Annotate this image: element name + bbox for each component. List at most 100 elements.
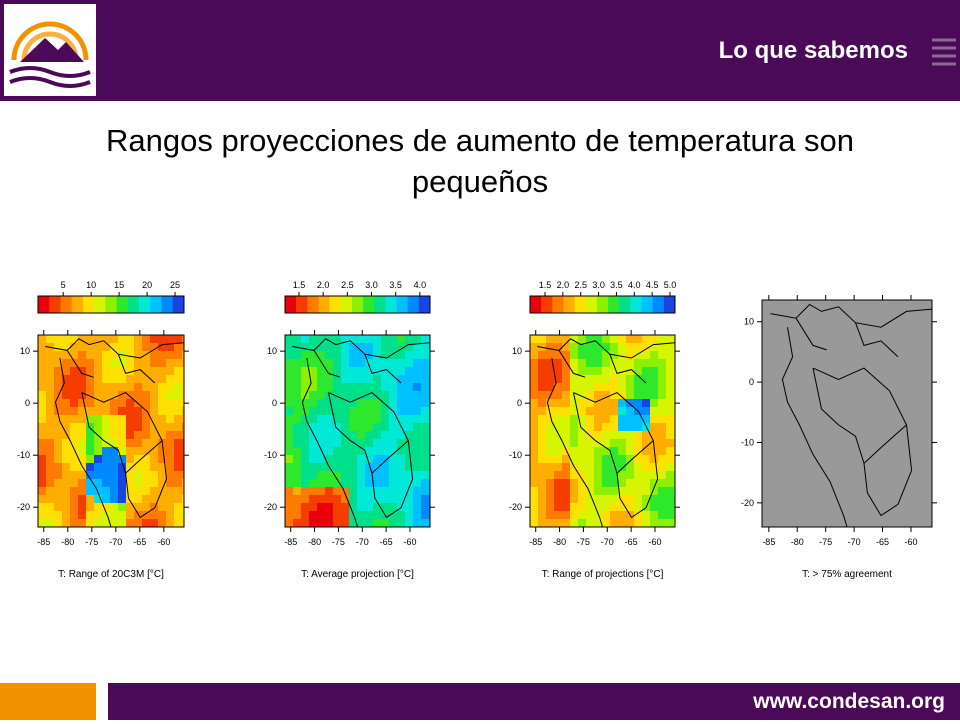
map-cell (594, 383, 602, 391)
map-cell (317, 335, 325, 343)
map-cell (538, 391, 546, 399)
map-cell (389, 351, 397, 359)
map-cell (554, 343, 562, 351)
map-cell (110, 479, 118, 487)
map-cell (626, 367, 634, 375)
map-cell (397, 439, 405, 447)
map-cell (397, 351, 405, 359)
map-cell (38, 423, 46, 431)
map-cell (554, 487, 562, 495)
map-cell (78, 399, 86, 407)
map-cell (54, 367, 62, 375)
map-cell (54, 343, 62, 351)
map-cell (110, 407, 118, 415)
map-cell (634, 519, 642, 527)
map-cell (562, 399, 570, 407)
map-cell (70, 359, 78, 367)
map-cell (634, 463, 642, 471)
map-cell (373, 423, 381, 431)
map-cell (333, 439, 341, 447)
map-cell (102, 367, 110, 375)
map-cell (78, 487, 86, 495)
colorbar-swatch (574, 296, 587, 313)
colorbar-tick-label: 2.0 (557, 280, 570, 290)
map-cell (301, 415, 309, 423)
map-cell (78, 351, 86, 359)
map-cell (618, 367, 626, 375)
map-cell (62, 487, 70, 495)
map-cell (174, 511, 182, 519)
map-cell (317, 391, 325, 399)
map-cell (46, 375, 54, 383)
map-cell (309, 471, 317, 479)
map-cell (389, 415, 397, 423)
map-cell (658, 431, 666, 439)
map-cell (309, 383, 317, 391)
map-cell (594, 415, 602, 423)
map-cell (413, 495, 421, 503)
x-tick-label: -75 (332, 537, 345, 547)
map-cell (110, 415, 118, 423)
map-cell (86, 511, 94, 519)
map-cell (110, 343, 118, 351)
map-cell (357, 335, 365, 343)
map-cell (110, 511, 118, 519)
map-cell (182, 335, 184, 343)
map-cell (554, 383, 562, 391)
map-cell (46, 471, 54, 479)
map-cell (293, 407, 301, 415)
map-cell (530, 511, 538, 519)
map-cell (174, 471, 182, 479)
map-cell (285, 447, 293, 455)
map-cell (166, 471, 174, 479)
map-cell (182, 423, 184, 431)
map-cell (562, 375, 570, 383)
map-cell (70, 487, 78, 495)
map-cell (301, 431, 309, 439)
map-cell (586, 415, 594, 423)
map-cell (285, 439, 293, 447)
map-cell (54, 351, 62, 359)
map-cell (341, 399, 349, 407)
colorbar-swatch (318, 296, 330, 313)
colorbar-swatch (307, 296, 319, 313)
map-cell (86, 487, 94, 495)
section-title: Lo que sabemos (719, 37, 908, 64)
map-cell (293, 519, 301, 527)
map-cell (397, 343, 405, 351)
map-cell (642, 359, 650, 367)
map-cell (530, 367, 538, 375)
map-cell (562, 511, 570, 519)
map-cell (578, 415, 586, 423)
map-cell (570, 455, 578, 463)
map-cell (421, 335, 429, 343)
map-cell (70, 431, 78, 439)
map-cell (594, 367, 602, 375)
map-cell (62, 511, 70, 519)
map-cell (54, 519, 62, 527)
map-cell (546, 479, 554, 487)
map-cell (389, 383, 397, 391)
map-cell (94, 351, 102, 359)
map-cell (562, 383, 570, 391)
map-cell (594, 343, 602, 351)
map-cell (357, 415, 365, 423)
map-cell (389, 495, 397, 503)
map-cell (110, 431, 118, 439)
map-cell (578, 335, 586, 343)
map-cell (570, 415, 578, 423)
map-cell (562, 343, 570, 351)
map-cell (110, 471, 118, 479)
map-cell (381, 383, 389, 391)
map-cell (54, 439, 62, 447)
map-cell (618, 351, 626, 359)
map-cell (102, 407, 110, 415)
map-cell (110, 367, 118, 375)
map-cell (293, 455, 301, 463)
map-cell (389, 335, 397, 343)
map-cell (413, 463, 421, 471)
map-cell (333, 407, 341, 415)
map-cell (538, 463, 546, 471)
map-cell (309, 367, 317, 375)
map-cell (666, 487, 674, 495)
